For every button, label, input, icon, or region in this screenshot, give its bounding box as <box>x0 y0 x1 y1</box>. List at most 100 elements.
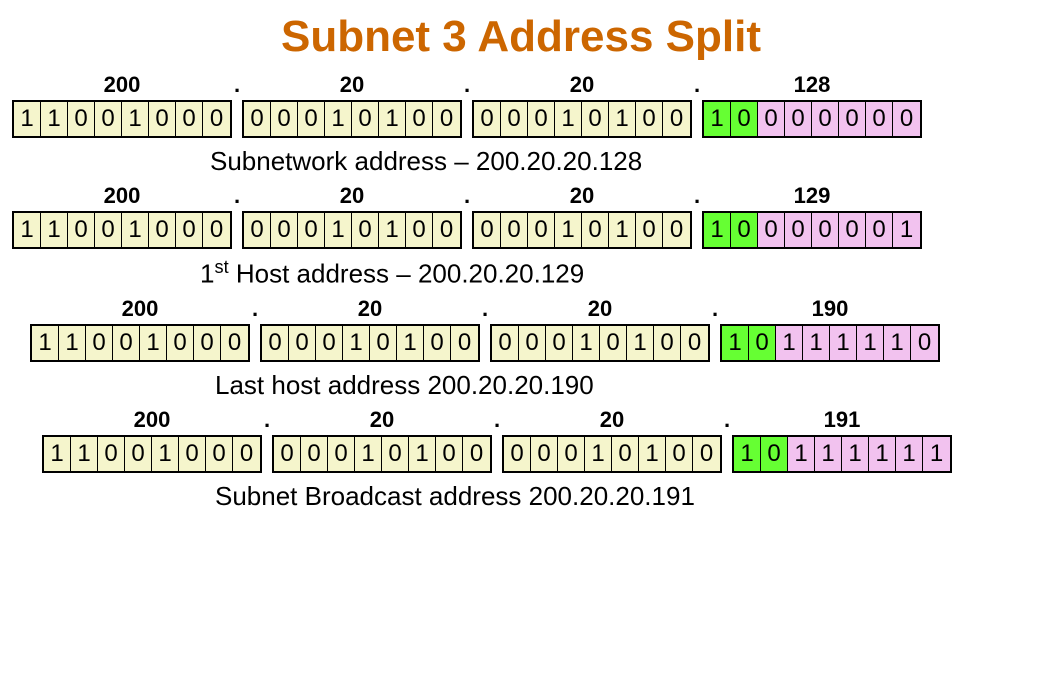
bit-15: 0 <box>451 326 478 360</box>
octet-separator-dot: . <box>692 72 702 98</box>
bit-31: 0 <box>893 102 920 136</box>
bit-0: 1 <box>14 102 41 136</box>
octet-gap <box>262 435 272 473</box>
bit-20: 0 <box>600 326 627 360</box>
bit-20: 0 <box>582 102 609 136</box>
bit-18: 0 <box>528 102 555 136</box>
bit-10: 0 <box>298 213 325 247</box>
bit-0: 1 <box>44 437 71 471</box>
bit-22: 0 <box>636 102 663 136</box>
octet-gap <box>692 100 702 138</box>
bit-5: 0 <box>167 326 194 360</box>
bit-28: 1 <box>830 326 857 360</box>
octet-decimal-1: 20 <box>260 296 480 322</box>
bit-19: 1 <box>555 213 582 247</box>
bit-31: 1 <box>893 213 920 247</box>
octet-decimal-2: 20 <box>490 296 710 322</box>
bit-19: 1 <box>555 102 582 136</box>
bit-16: 0 <box>474 213 501 247</box>
bit-23: 0 <box>663 213 690 247</box>
octet-1: 00010100 <box>260 324 480 362</box>
bit-5: 0 <box>149 213 176 247</box>
bit-12: 0 <box>382 437 409 471</box>
bit-22: 0 <box>636 213 663 247</box>
octet-decimal-3: 191 <box>732 407 952 433</box>
octet-1: 00010100 <box>242 211 462 249</box>
bit-16: 0 <box>504 437 531 471</box>
octet-2: 00010100 <box>502 435 722 473</box>
decimal-labels: 200.20.20.129 <box>0 183 1042 209</box>
bit-0: 1 <box>14 213 41 247</box>
octet-separator-dot: . <box>250 296 260 322</box>
decimal-labels: 200.20.20.190 <box>0 296 1042 322</box>
bit-12: 0 <box>370 326 397 360</box>
row-caption-1: 1st Host address – 200.20.20.129 <box>0 257 1042 290</box>
bit-11: 1 <box>325 102 352 136</box>
bit-30: 1 <box>884 326 911 360</box>
bit-30: 0 <box>866 213 893 247</box>
octet-separator-dot: . <box>480 296 490 322</box>
bit-28: 0 <box>812 213 839 247</box>
bit-13: 1 <box>409 437 436 471</box>
bit-17: 0 <box>519 326 546 360</box>
address-row-1: 200.20.20.129110010000001010000010100100… <box>0 183 1042 290</box>
octet-3: 10000000 <box>702 100 922 138</box>
bit-7: 0 <box>233 437 260 471</box>
octet-decimal-0: 200 <box>42 407 262 433</box>
bit-12: 0 <box>352 102 379 136</box>
octet-decimal-3: 190 <box>720 296 940 322</box>
rows-container: 200.20.20.128110010000001010000010100100… <box>0 72 1042 512</box>
octet-gap <box>722 435 732 473</box>
bit-26: 1 <box>788 437 815 471</box>
octet-gap <box>462 211 472 249</box>
bit-4: 1 <box>122 213 149 247</box>
octet-decimal-1: 20 <box>242 183 462 209</box>
bit-7: 0 <box>203 102 230 136</box>
bit-5: 0 <box>179 437 206 471</box>
octet-separator-dot: . <box>262 407 272 433</box>
bit-20: 0 <box>582 213 609 247</box>
bit-9: 0 <box>271 102 298 136</box>
octet-decimal-0: 200 <box>30 296 250 322</box>
bit-10: 0 <box>328 437 355 471</box>
bit-14: 0 <box>406 213 433 247</box>
octet-1: 00010100 <box>272 435 492 473</box>
octet-0: 11001000 <box>42 435 262 473</box>
bit-15: 0 <box>463 437 490 471</box>
octet-gap <box>692 211 702 249</box>
bit-26: 1 <box>776 326 803 360</box>
bit-3: 0 <box>113 326 140 360</box>
bit-18: 0 <box>528 213 555 247</box>
bit-31: 1 <box>923 437 950 471</box>
octet-gap <box>250 324 260 362</box>
bit-27: 1 <box>803 326 830 360</box>
bit-6: 0 <box>194 326 221 360</box>
bit-21: 1 <box>639 437 666 471</box>
octet-separator-dot: . <box>492 407 502 433</box>
bit-8: 0 <box>262 326 289 360</box>
octet-separator-dot: . <box>462 183 472 209</box>
bit-28: 1 <box>842 437 869 471</box>
octet-0: 11001000 <box>12 100 232 138</box>
bit-27: 1 <box>815 437 842 471</box>
bit-3: 0 <box>95 102 122 136</box>
bit-8: 0 <box>244 102 271 136</box>
octet-3: 10000001 <box>702 211 922 249</box>
bit-row: 11001000000101000001010010111110 <box>0 324 1042 362</box>
octet-3: 10111110 <box>720 324 940 362</box>
bit-22: 0 <box>654 326 681 360</box>
decimal-labels: 200.20.20.191 <box>0 407 1042 433</box>
page-title: Subnet 3 Address Split <box>0 12 1042 62</box>
octet-decimal-2: 20 <box>472 183 692 209</box>
bit-21: 1 <box>609 102 636 136</box>
bit-19: 1 <box>573 326 600 360</box>
bit-1: 1 <box>41 213 68 247</box>
octet-0: 11001000 <box>30 324 250 362</box>
bit-25: 0 <box>731 102 758 136</box>
bit-1: 1 <box>71 437 98 471</box>
bit-10: 0 <box>298 102 325 136</box>
bit-2: 0 <box>86 326 113 360</box>
bit-13: 1 <box>379 102 406 136</box>
bit-25: 0 <box>761 437 788 471</box>
bit-6: 0 <box>206 437 233 471</box>
